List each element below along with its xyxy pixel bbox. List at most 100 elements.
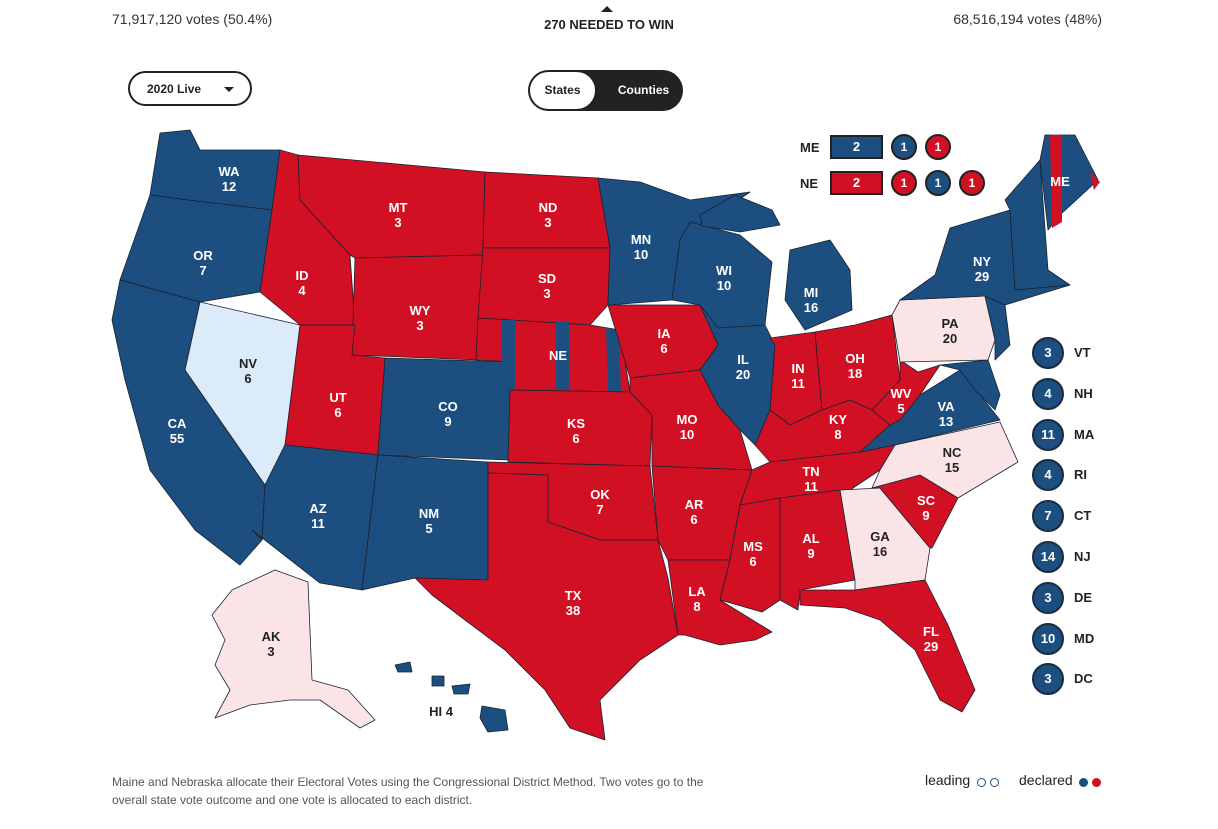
state-label-ia: IA 6 [658, 326, 672, 356]
state-ev: 11 [804, 479, 818, 494]
state-label-me: ME [1050, 174, 1070, 189]
state-label-mt: MT 3 [389, 200, 408, 230]
state-abbr: MN [631, 232, 651, 247]
state-label-in: IN 11 [791, 361, 805, 391]
small-state-vt-votes[interactable]: 3 [1032, 337, 1064, 369]
small-state-ri-votes[interactable]: 4 [1032, 459, 1064, 492]
small-state-ri-label: RI [1074, 467, 1087, 483]
small-state-ct-votes[interactable]: 7 [1032, 500, 1064, 533]
small-state-dc-votes[interactable]: 3 [1032, 663, 1064, 696]
leading-rep-dot-icon [990, 778, 999, 787]
state-ev: 9 [922, 508, 929, 523]
state-label-ca: CA 55 [168, 416, 187, 446]
state-abbr: OH [845, 351, 865, 366]
footnote: Maine and Nebraska allocate their Electo… [112, 775, 704, 807]
state-label-mi: MI 16 [804, 285, 818, 315]
state-SD [477, 247, 611, 326]
state-label-al: AL 9 [802, 531, 819, 561]
chevron-down-icon [224, 87, 234, 92]
state-ev: 15 [945, 460, 959, 475]
state-abbr: ND [539, 200, 558, 215]
state-ev: 7 [596, 502, 603, 517]
small-state-ma-votes[interactable]: 11 [1032, 418, 1064, 451]
me-district-stripe [1050, 135, 1100, 228]
state-label-ms: MS 6 [743, 539, 763, 569]
state-ev: 6 [572, 431, 579, 446]
toggle-states[interactable]: States [529, 71, 596, 110]
state-ev: 11 [791, 376, 805, 391]
year-dropdown[interactable]: 2020 Live [128, 71, 252, 106]
state-abbr: IN [792, 361, 805, 376]
candidate-left-votes: 71,917,120 votes (50.4%) [112, 11, 273, 27]
state-abbr: GA [870, 529, 890, 544]
toggle-counties[interactable]: Counties [617, 83, 670, 97]
state-ev: 10 [717, 278, 731, 293]
state-ev: 4 [298, 283, 306, 298]
view-toggle[interactable]: States Counties [528, 70, 683, 111]
small-state-nj-votes[interactable]: 14 [1032, 541, 1064, 573]
ne-statewide-box[interactable]: 2 [830, 171, 883, 195]
state-abbr: LA [688, 584, 706, 599]
state-label-ne: NE [549, 348, 567, 363]
state-MI [699, 194, 853, 331]
state-ev: 9 [807, 546, 814, 561]
state-ev: 29 [975, 269, 989, 284]
state-abbr: AZ [309, 501, 326, 516]
me-statewide-box[interactable]: 2 [830, 135, 883, 159]
ne-district-1[interactable]: 1 [891, 170, 917, 196]
small-state-md-votes[interactable]: 10 [1032, 622, 1064, 655]
state-abbr: OK [590, 487, 610, 502]
state-ev: 10 [680, 427, 694, 442]
needed-marker-icon [601, 6, 613, 12]
state-FL [799, 579, 976, 713]
state-label-co: CO 9 [438, 399, 458, 429]
small-state-de-votes[interactable]: 3 [1032, 581, 1064, 614]
state-abbr: MT [389, 200, 408, 215]
state-abbr: CA [168, 416, 187, 431]
ne-district-stripe [502, 320, 621, 392]
state-abbr: AK [262, 629, 281, 644]
state-ev: 6 [690, 512, 697, 527]
small-state-md-label: MD [1074, 630, 1095, 646]
leading-dem-dot-icon [977, 778, 986, 787]
state-ev: 38 [566, 603, 580, 618]
state-KS [507, 389, 653, 467]
state-label-az: AZ 11 [309, 501, 326, 531]
state-ev: 6 [334, 405, 341, 420]
me-district-1[interactable]: 1 [891, 134, 917, 160]
state-abbr: AR [685, 497, 704, 512]
state-abbr: WY [410, 303, 431, 318]
state-abbr: KS [567, 416, 585, 431]
state-ev: 9 [444, 414, 451, 429]
state-abbr: WI [716, 263, 732, 278]
state-label-ak: AK 3 [262, 629, 281, 659]
state-ev: 6 [749, 554, 756, 569]
state-abbr: NY [973, 254, 991, 269]
candidate-right-votes: 68,516,194 votes (48%) [953, 11, 1102, 27]
state-abbr: NC [943, 445, 962, 460]
state-abbr: NM [419, 506, 439, 521]
state-label-mn: MN 10 [631, 232, 651, 262]
ne-district-3[interactable]: 1 [959, 170, 985, 196]
state-label-va: VA 13 [937, 399, 955, 429]
state-abbr: ID [296, 268, 309, 283]
state-abbr: UT [329, 390, 346, 405]
state-label-fl: FL 29 [923, 624, 939, 654]
state-ev: 3 [394, 215, 401, 230]
state-abbr: PA [941, 316, 959, 331]
state-abbr: WV [891, 386, 912, 401]
state-ev: 6 [660, 341, 667, 356]
me-district-2[interactable]: 1 [925, 134, 951, 160]
state-ev: 5 [897, 401, 904, 416]
state-label-tn: TN 11 [802, 464, 819, 494]
legend-declared-label: declared [1019, 772, 1073, 788]
state-ev: 3 [543, 286, 550, 301]
ne-district-2[interactable]: 1 [925, 170, 951, 196]
state-abbr: TX [565, 588, 582, 603]
state-ev: 29 [924, 639, 938, 654]
small-state-nh-votes[interactable]: 4 [1032, 377, 1064, 410]
state-label-hi: HI 4 [429, 704, 454, 719]
state-label-pa: PA 20 [941, 316, 959, 346]
state-ev: 13 [939, 414, 953, 429]
